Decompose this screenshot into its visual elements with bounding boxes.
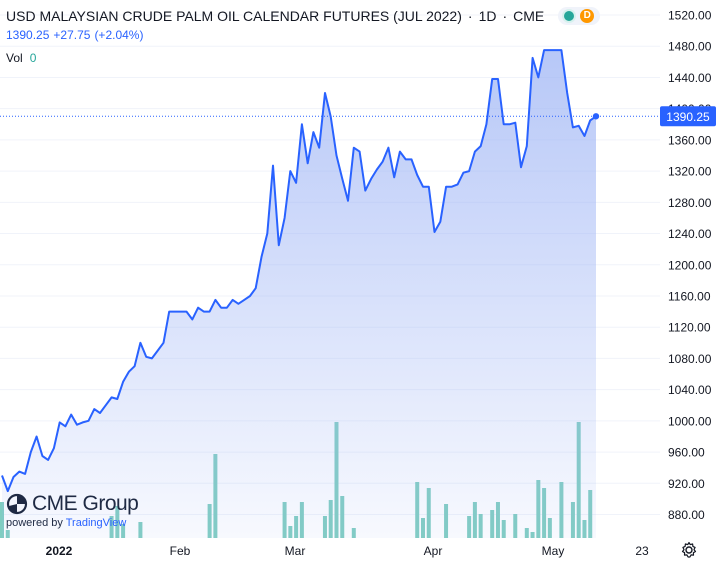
market-open-dot-icon: [564, 11, 575, 21]
volume-label: Vol: [6, 51, 23, 65]
y-tick-label: 1440.00: [668, 71, 712, 85]
volume-legend: Vol 0: [6, 51, 36, 65]
market-status-pill[interactable]: D: [558, 7, 601, 25]
x-tick-label: 2022: [46, 544, 73, 558]
y-tick-label: 880.00: [668, 508, 705, 522]
chart-title: USD MALAYSIAN CRUDE PALM OIL CALENDAR FU…: [6, 8, 462, 24]
y-tick-label: 1040.00: [668, 383, 712, 397]
price-series-line: [1, 49, 597, 493]
price-change-percent: (+2.04%): [94, 28, 144, 42]
y-tick-label: 1320.00: [668, 165, 712, 179]
last-price-tag-text: 1390.25: [666, 110, 710, 124]
exchange-label: CME: [513, 8, 545, 24]
cme-globe-icon: [6, 493, 28, 515]
volume-value: 0: [29, 51, 37, 65]
y-tick-label: 1480.00: [668, 40, 712, 54]
title-separator: ·: [467, 8, 473, 24]
delayed-data-badge: D: [580, 9, 595, 23]
y-tick-label: 1360.00: [668, 133, 712, 147]
x-tick-label: Apr: [424, 544, 443, 558]
interval-label[interactable]: 1D: [478, 8, 497, 24]
y-tick-label: 1520.00: [668, 9, 712, 23]
y-tick-label: 1080.00: [668, 352, 712, 366]
price-area-fill: [2, 50, 596, 538]
last-price-tag[interactable]: [660, 106, 716, 127]
y-tick-label: 1280.00: [668, 196, 712, 210]
price-change: +27.75: [53, 28, 91, 42]
chart-title-bar: USD MALAYSIAN CRUDE PALM OIL CALENDAR FU…: [6, 6, 601, 26]
x-tick-label: 23: [635, 544, 649, 558]
title-separator: ·: [502, 8, 508, 24]
x-tick-label: Mar: [285, 544, 306, 558]
y-tick-label: 1160.00: [668, 289, 711, 303]
y-tick-label: 920.00: [668, 477, 705, 491]
y-tick-label: 1200.00: [668, 258, 712, 272]
tradingview-text: TradingView: [65, 517, 127, 529]
x-tick-label: Feb: [170, 544, 191, 558]
settings-gear-icon[interactable]: [680, 541, 698, 559]
last-price: 1390.25: [6, 28, 50, 42]
y-tick-label: 1240.00: [668, 227, 712, 241]
y-tick-label: 1120.00: [668, 321, 711, 335]
last-price-marker: [592, 113, 600, 120]
cme-group-logo[interactable]: CME Group powered by TradingView: [6, 492, 156, 533]
powered-by-text: powered by: [6, 517, 63, 529]
price-legend: 1390.25 +27.75 (+2.04%): [6, 28, 143, 42]
x-tick-label: May: [542, 544, 565, 558]
logo-brand-text: CME Group: [32, 492, 139, 515]
logo-powered-by: powered by TradingView: [6, 517, 156, 529]
y-tick-label: 960.00: [668, 446, 705, 460]
y-tick-label: 1000.00: [668, 414, 712, 428]
